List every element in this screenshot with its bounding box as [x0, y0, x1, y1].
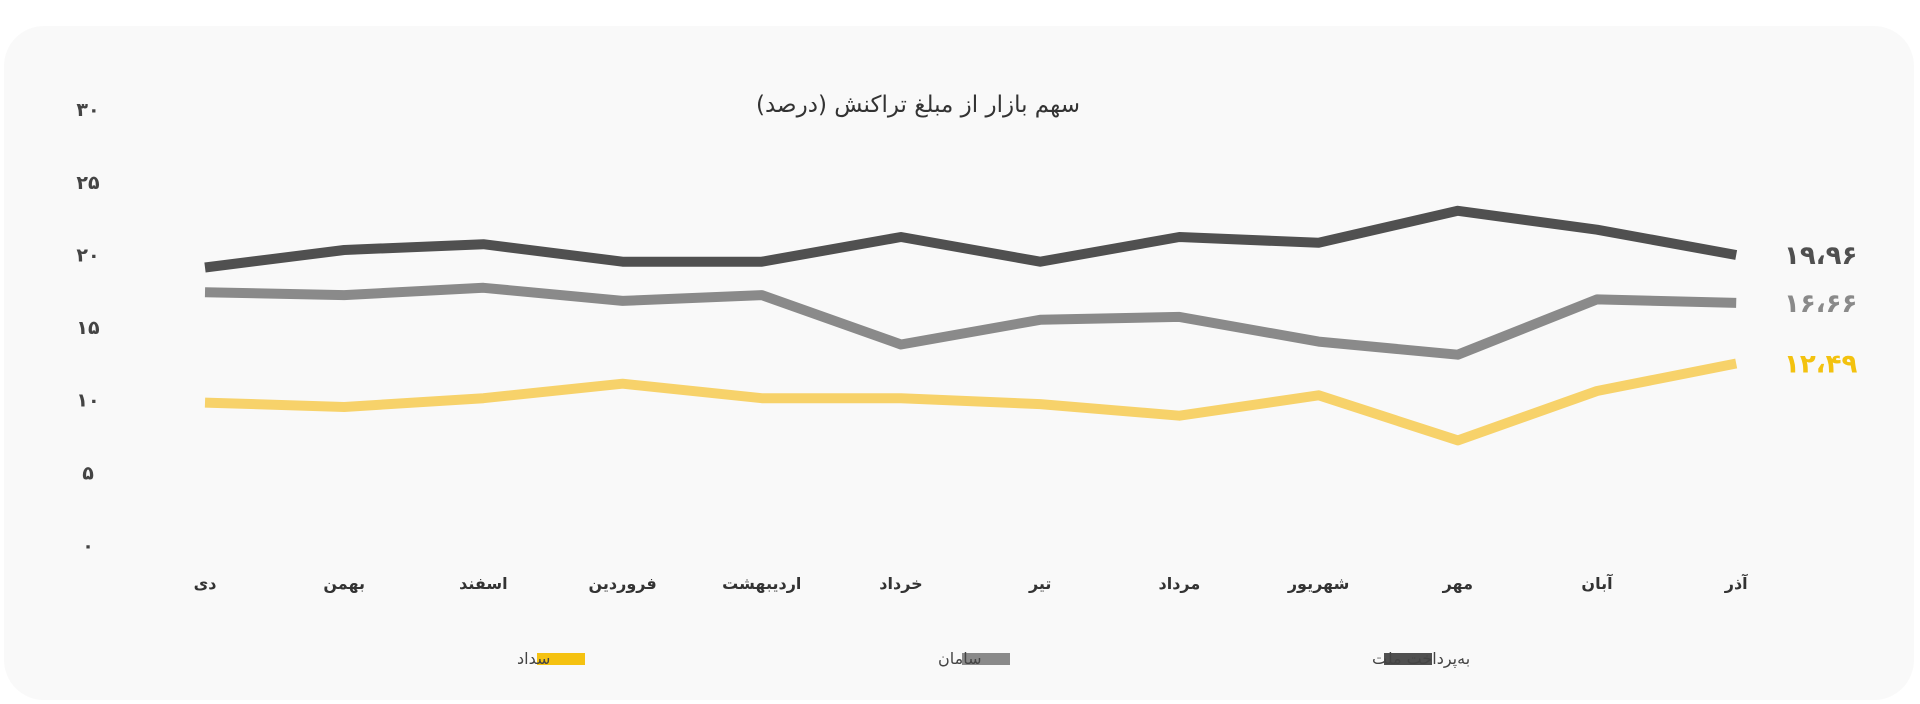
x-tick-label: بهمن [323, 574, 365, 593]
y-tick-label: ۰ [82, 535, 94, 557]
legend: به‌پرداخت ملت سامان سداد [517, 649, 1470, 669]
x-tick-label: آبان [1581, 573, 1613, 593]
y-tick-label: ۱۵ [76, 317, 100, 339]
end-value-label: ۱۹،۹۶ [1784, 241, 1857, 271]
x-tick-label: آذر [1724, 573, 1748, 593]
legend-swatch [537, 653, 585, 665]
x-tick-label: مرداد [1159, 574, 1201, 593]
x-tick-label: دی [194, 574, 217, 593]
series-line [204, 358, 1738, 446]
chart-title: سهم بازار از مبلغ تراکنش (درصد) [756, 92, 1080, 118]
legend-swatch [962, 653, 1010, 665]
y-tick-label: ۱۰ [76, 390, 99, 412]
series-layer [204, 205, 1738, 446]
y-axis: ۰ ۵ ۱۰ ۱۵ ۲۰ ۲۵ ۳۰ [76, 99, 100, 557]
legend-label: سداد [517, 649, 550, 668]
legend-swatch [1384, 653, 1432, 665]
x-axis: دی بهمن اسفند فروردین اردیبهشت خرداد تیر مرداد ش… [194, 573, 1749, 593]
series-line [204, 282, 1737, 360]
x-tick-label: اردیبهشت [722, 574, 801, 593]
series-line [204, 205, 1738, 273]
y-tick-label: ۲۰ [76, 244, 99, 266]
x-tick-label: مهر [1442, 574, 1473, 593]
x-tick-label: تیر [1028, 574, 1052, 593]
x-tick-label: خرداد [879, 574, 922, 593]
end-value-label: ۱۲،۴۹ [1784, 350, 1857, 380]
x-tick-label: شهریور [1287, 574, 1350, 593]
y-tick-label: ۳۰ [76, 99, 99, 121]
chart-card [4, 26, 1914, 700]
end-labels: ۱۹،۹۶ ۱۶،۶۶ ۱۲،۴۹ [1784, 241, 1857, 380]
x-tick-label: فروردین [588, 574, 656, 593]
end-value-label: ۱۶،۶۶ [1784, 289, 1857, 319]
y-tick-label: ۵ [82, 462, 94, 484]
legend-label: سامان [938, 649, 981, 668]
y-tick-label: ۲۵ [76, 172, 100, 194]
x-tick-label: اسفند [459, 574, 508, 593]
legend-label: به‌پرداخت ملت [1372, 649, 1470, 669]
